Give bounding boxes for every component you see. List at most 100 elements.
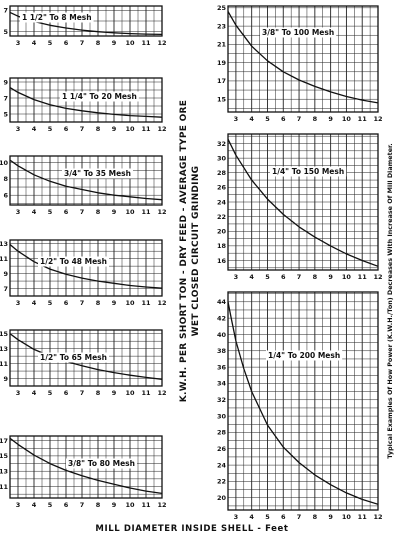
x-tick-label: 5 — [48, 39, 53, 47]
x-tick-label: 7 — [297, 273, 302, 281]
x-tick-label: 5 — [48, 299, 53, 307]
x-tick-label: 7 — [80, 125, 85, 133]
chart-title: 3/8" To 100 Mesh — [262, 28, 334, 37]
x-tick-label: 8 — [96, 208, 101, 216]
x-tick-label: 3 — [234, 115, 239, 123]
x-tick-label: 6 — [64, 299, 69, 307]
y-tick-label: 32 — [217, 396, 226, 404]
chart-title-background — [66, 458, 137, 469]
y-tick-label: 24 — [217, 461, 227, 469]
plot-frame — [9, 239, 163, 297]
series-line — [10, 437, 162, 495]
x-tick-label: 8 — [313, 513, 318, 521]
x-tick-label: 4 — [32, 501, 37, 509]
plot-frame — [9, 435, 163, 499]
y-tick-label: 9 — [3, 78, 8, 86]
series-line — [228, 301, 378, 505]
y-tick-label: 32 — [217, 140, 226, 148]
x-tick-label: 3 — [16, 39, 21, 47]
x-tick-label: 10 — [125, 299, 135, 307]
y-tick-label: 8 — [3, 175, 8, 183]
x-tick-label: 12 — [157, 501, 166, 509]
chart-title: 1 1/2" To 8 Mesh — [22, 13, 92, 22]
chart-panel: 3 4 5 6 7 8 9 10 11 12 5 7 1 1/2" To 8 Mesh — [3, 5, 167, 47]
y-tick-label: 44 — [217, 298, 227, 306]
x-tick-label: 8 — [313, 273, 318, 281]
x-tick-label: 4 — [32, 125, 37, 133]
x-tick-label: 9 — [112, 39, 117, 47]
x-tick-label: 4 — [32, 39, 37, 47]
x-tick-label: 3 — [16, 501, 21, 509]
chart-title: 3/4" To 35 Mesh — [64, 169, 131, 178]
x-tick-label: 4 — [249, 513, 254, 521]
y-tick-label: 13 — [0, 468, 8, 476]
x-tick-label: 10 — [125, 125, 135, 133]
chart-title: 1 1/4" To 20 Mesh — [62, 92, 137, 101]
x-tick-label: 12 — [373, 273, 382, 281]
x-tick-label: 10 — [342, 115, 352, 123]
x-tick-label: 10 — [342, 273, 352, 281]
x-tick-label: 10 — [125, 389, 135, 397]
x-tick-label: 12 — [157, 208, 166, 216]
y-tick-label: 36 — [217, 363, 227, 371]
y-tick-label: 26 — [217, 184, 227, 192]
y-tick-label: 15 — [0, 330, 8, 338]
chart-panel: 3 4 5 6 7 8 9 10 11 12 7 9 11 13 1/2" To 48 Mesh — [0, 239, 167, 307]
x-tick-label: 9 — [112, 299, 117, 307]
y-tick-label: 18 — [217, 242, 227, 250]
chart-panel: 3 4 5 6 7 8 9 10 11 12 5 7 9 1 1/4" To 20 Mesh — [3, 77, 167, 133]
y-tick-label: 7 — [3, 285, 8, 293]
chart-title-background — [38, 256, 109, 267]
x-tick-label: 7 — [80, 389, 85, 397]
chart-title-background — [62, 168, 133, 179]
chart-title: 1/4" To 150 Mesh — [272, 167, 344, 176]
y-tick-label: 22 — [217, 213, 226, 221]
y-tick-label: 20 — [217, 228, 227, 236]
y-tick-label: 38 — [217, 347, 227, 355]
x-tick-label: 3 — [234, 513, 239, 521]
series-line — [10, 87, 162, 118]
y-tick-label: 28 — [217, 429, 227, 437]
series-line — [228, 138, 378, 267]
y-tick-label: 13 — [0, 345, 8, 353]
chart-panel: 3 4 5 6 7 8 9 10 11 12 9 11 13 15 1/2" To 65 Mesh — [0, 329, 167, 397]
x-tick-label: 12 — [157, 39, 166, 47]
x-tick-label: 12 — [373, 513, 382, 521]
x-tick-label: 12 — [157, 299, 166, 307]
chart-panel: 3 4 5 6 7 8 9 10 11 12202224262830323436384042441… — [217, 291, 383, 521]
y-tick-label: 23 — [217, 22, 226, 30]
plot-frame — [9, 155, 163, 206]
y-tick-label: 15 — [217, 96, 227, 104]
x-tick-label: 5 — [48, 125, 53, 133]
x-tick-label: 6 — [281, 115, 286, 123]
x-tick-label: 6 — [64, 125, 69, 133]
x-tick-label: 7 — [80, 501, 85, 509]
x-tick-label: 10 — [125, 501, 135, 509]
x-tick-label: 9 — [112, 389, 117, 397]
y-tick-label: 24 — [217, 198, 227, 206]
x-tick-label: 9 — [112, 208, 117, 216]
x-tick-label: 4 — [32, 299, 37, 307]
x-tick-label: 9 — [112, 501, 117, 509]
x-tick-label: 5 — [265, 115, 270, 123]
y-tick-label: 17 — [217, 77, 226, 85]
x-tick-label: 8 — [96, 501, 101, 509]
y-tick-label: 6 — [3, 192, 8, 200]
y-tick-label: 7 — [3, 94, 8, 102]
x-tick-label: 8 — [96, 39, 101, 47]
x-tick-label: 10 — [125, 39, 135, 47]
x-tick-label: 3 — [16, 389, 21, 397]
x-tick-label: 6 — [281, 273, 286, 281]
plot-frame — [9, 5, 163, 37]
x-tick-label: 8 — [313, 115, 318, 123]
x-axis-title: MILL DIAMETER INSIDE SHELL - Feet — [95, 524, 288, 534]
y-tick-label: 11 — [0, 360, 8, 368]
x-tick-label: 7 — [80, 208, 85, 216]
series-line — [10, 244, 162, 289]
chart-panels: 3 4 5 6 7 8 9 10 11 12 5 7 1 1/2" To 8 Mesh 3 4 5 6 7 8 9 10… — [0, 4, 383, 521]
x-tick-label: 11 — [358, 115, 368, 123]
x-tick-label: 7 — [80, 299, 85, 307]
x-tick-label: 12 — [157, 389, 166, 397]
x-tick-label: 6 — [64, 389, 69, 397]
x-tick-label: 7 — [80, 39, 85, 47]
